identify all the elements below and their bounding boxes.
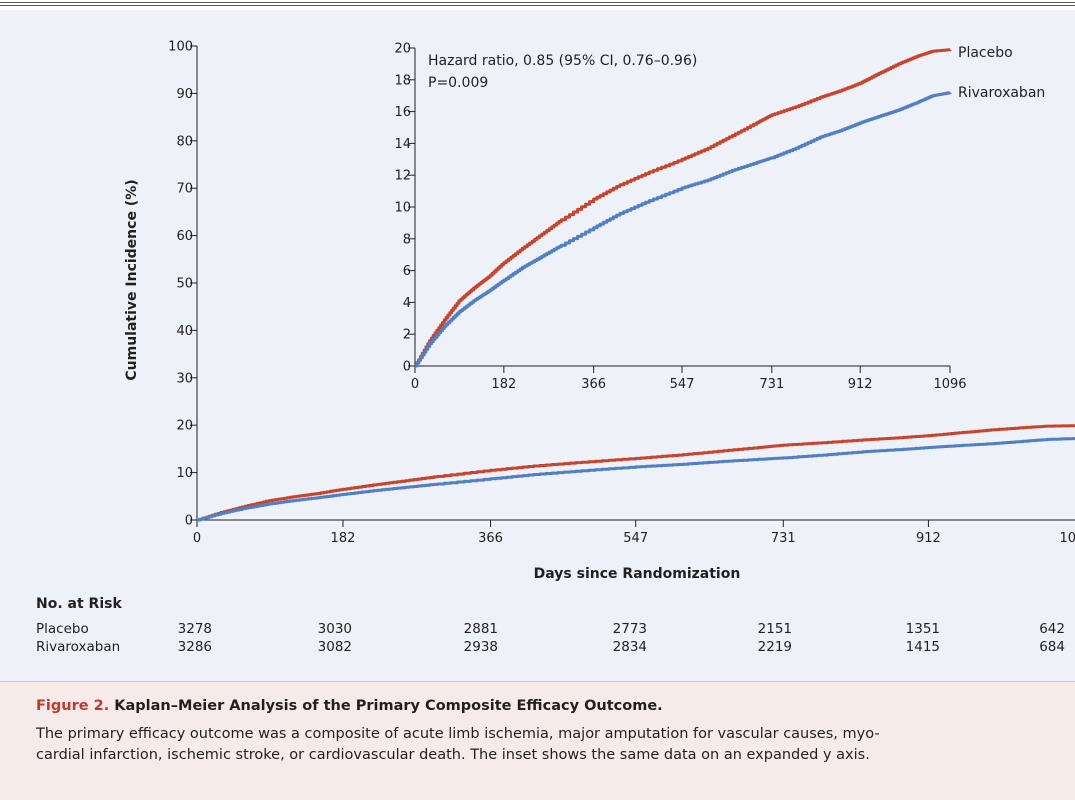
inset-x-tick-label: 912 bbox=[848, 377, 873, 392]
inset-label-rivaroxaban: Rivaroxaban bbox=[958, 85, 1045, 101]
inset-y-tick-label: 4 bbox=[403, 296, 411, 311]
risk-cell: 642 bbox=[1039, 621, 1065, 637]
inset-y-tick-label: 14 bbox=[394, 137, 411, 152]
risk-cell: 1415 bbox=[905, 639, 940, 655]
inset-series-placebo bbox=[415, 48, 952, 368]
inset-x-tick-label: 547 bbox=[670, 377, 695, 392]
risk-cell: 2773 bbox=[612, 621, 647, 637]
risk-row-label: Rivaroxaban bbox=[36, 639, 121, 655]
main-x-tick-label: 0 bbox=[193, 531, 201, 546]
main-y-tick-label: 40 bbox=[176, 324, 193, 339]
inset-x-tick-label: 1096 bbox=[933, 377, 966, 392]
inset-x-tick-label: 182 bbox=[491, 377, 516, 392]
main-y-tick-label: 90 bbox=[176, 87, 193, 102]
y-axis-title: Cumulative Incidence (%) bbox=[124, 179, 140, 380]
caption-line-1: The primary efficacy outcome was a compo… bbox=[36, 726, 880, 742]
risk-cell: 2834 bbox=[612, 639, 647, 655]
risk-row-rivaroxaban: Rivaroxaban 3286 3082 2938 2834 2219 141… bbox=[0, 639, 1075, 656]
main-y-tick-label: 60 bbox=[176, 229, 193, 244]
risk-cell: 3286 bbox=[177, 639, 212, 655]
inset-y-tick-label: 8 bbox=[403, 232, 411, 247]
inset-y-tick-label: 16 bbox=[394, 105, 411, 120]
risk-cell: 2151 bbox=[757, 621, 792, 637]
inset-series-rivaroxaban bbox=[415, 91, 952, 368]
figure-panel bbox=[0, 10, 1075, 800]
main-series-placebo bbox=[197, 424, 1075, 522]
main-y-tick-label: 0 bbox=[185, 514, 193, 529]
risk-row-label: Placebo bbox=[36, 621, 89, 637]
inset-y-tick-label: 10 bbox=[394, 201, 411, 216]
x-axis-title: Days since Randomization bbox=[534, 566, 741, 582]
main-x-tick-label: 731 bbox=[771, 531, 796, 546]
figure-caption: Figure 2. Kaplan–Meier Analysis of the P… bbox=[0, 681, 1075, 800]
main-y-tick-label: 30 bbox=[176, 371, 193, 386]
p-value-annotation: P=0.009 bbox=[428, 75, 488, 91]
risk-cell: 2938 bbox=[463, 639, 498, 655]
caption-title: Figure 2. Kaplan–Meier Analysis of the P… bbox=[36, 696, 1051, 716]
figure-title: Kaplan–Meier Analysis of the Primary Com… bbox=[114, 698, 663, 714]
main-y-tick-label: 70 bbox=[176, 182, 193, 197]
inset-x-tick-label: 731 bbox=[759, 377, 784, 392]
main-x-tick-label: 366 bbox=[478, 531, 503, 546]
inset-y-tick-label: 2 bbox=[403, 328, 411, 343]
risk-cell: 3082 bbox=[317, 639, 352, 655]
risk-cell: 2219 bbox=[757, 639, 792, 655]
caption-body: The primary efficacy outcome was a compo… bbox=[36, 724, 1051, 766]
figure-label: Figure 2. bbox=[36, 698, 110, 714]
inset-y-tick-label: 18 bbox=[394, 73, 411, 88]
main-y-tick-label: 10 bbox=[176, 466, 193, 481]
inset-y-tick-label: 6 bbox=[403, 264, 411, 279]
main-y-tick-label: 100 bbox=[168, 40, 193, 55]
inset-label-placebo: Placebo bbox=[958, 45, 1013, 61]
inset-x-tick-label: 0 bbox=[411, 377, 419, 392]
main-x-tick-label: 1096 bbox=[1059, 531, 1075, 546]
inset-x-tick-label: 366 bbox=[581, 377, 606, 392]
risk-cell: 684 bbox=[1039, 639, 1065, 655]
top-rule bbox=[0, 2, 1075, 6]
risk-cell: 3278 bbox=[177, 621, 212, 637]
risk-table: No. at Risk Placebo 3278 3030 2881 2773 … bbox=[0, 596, 1075, 666]
hazard-ratio-annotation: Hazard ratio, 0.85 (95% CI, 0.76–0.96) bbox=[428, 53, 697, 69]
main-series-rivaroxaban bbox=[197, 437, 1075, 522]
main-x-tick-label: 547 bbox=[623, 531, 648, 546]
inset-chart: 0 2 4 6 8 10 12 14 16 18 20 0 182 366 547 731 912 1096 H… bbox=[394, 42, 1045, 393]
main-x-tick-label: 912 bbox=[916, 531, 941, 546]
main-x-tick-label: 182 bbox=[331, 531, 356, 546]
inset-y-tick-label: 0 bbox=[403, 360, 411, 375]
risk-cell: 3030 bbox=[317, 621, 352, 637]
main-y-tick-label: 20 bbox=[176, 419, 193, 434]
main-y-tick-label: 80 bbox=[176, 134, 193, 149]
risk-table-header: No. at Risk bbox=[36, 596, 122, 612]
risk-cell: 1351 bbox=[905, 621, 940, 637]
main-y-tick-label: 50 bbox=[176, 277, 193, 292]
caption-line-2: cardial infarction, ischemic stroke, or … bbox=[36, 747, 870, 763]
risk-row-placebo: Placebo 3278 3030 2881 2773 2151 1351 64… bbox=[0, 621, 1075, 638]
inset-y-tick-label: 12 bbox=[394, 169, 411, 184]
risk-cell: 2881 bbox=[463, 621, 498, 637]
inset-y-tick-label: 20 bbox=[394, 42, 411, 57]
